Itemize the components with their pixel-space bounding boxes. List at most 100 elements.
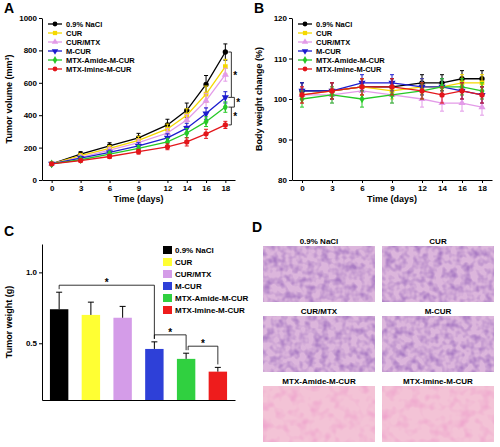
x-axis-tick: 9 (137, 180, 142, 193)
x-axis-tick-label: 0 (300, 184, 305, 193)
y-axis-tick-label: 100 (274, 95, 288, 104)
marker (223, 49, 228, 54)
error-bar (165, 144, 169, 150)
marker (329, 88, 334, 93)
x-axis-tick-mark (225, 180, 226, 183)
x-axis: 036912141618 (293, 180, 493, 193)
legend-marker (303, 22, 308, 27)
error-bar (185, 138, 189, 146)
y-axis-tick-label: 80 (278, 176, 287, 185)
error-bar (460, 83, 464, 99)
x-axis-tick-label: 0 (50, 184, 55, 193)
legend-marker (303, 56, 308, 64)
x-axis-tick-mark (167, 180, 168, 183)
legend-entry: MTX-Imine-M-CUR (163, 306, 245, 315)
x-axis-tick: 0 (300, 180, 305, 193)
image-label: CUR (429, 237, 447, 246)
marker (78, 155, 83, 164)
x-axis-tick-mark (362, 180, 363, 183)
error-bar (360, 79, 364, 95)
legend-entry: M-CUR (298, 47, 342, 56)
panel-label: B (254, 0, 264, 16)
legend-entry: CUR (48, 29, 83, 38)
legend-label: CUR/MTX (175, 270, 212, 279)
histology-image (382, 316, 494, 372)
legend: 0.9% NaClCURCUR/MTXM-CURMTX-Amide-M-CURM… (48, 20, 135, 74)
bar (82, 315, 100, 400)
marker (458, 99, 465, 105)
error-bar (88, 302, 94, 315)
legend-entry: CUR (298, 29, 333, 38)
x-axis-line (43, 400, 236, 401)
x-axis-tick: 0 (50, 180, 55, 193)
y-axis-tick: 400 (24, 111, 42, 120)
x-axis-tick-mark (462, 180, 463, 183)
marker (222, 95, 229, 101)
legend-entry: CUR (163, 258, 193, 267)
series-line (52, 75, 226, 164)
legend-label: MTX-Amide-M-CUR (175, 294, 249, 303)
y-axis-tick-mark (39, 272, 42, 273)
marker (49, 161, 54, 166)
error-bar (330, 83, 334, 99)
y-axis-line (42, 245, 43, 401)
y-axis-tick-mark (39, 180, 42, 181)
marker (49, 161, 54, 166)
y-axis-tick: 1000 (19, 14, 42, 23)
y-axis-tick-label: 1000 (19, 14, 37, 23)
plot-area (298, 71, 485, 116)
image-label: MTX-Amide-M-CUR (282, 377, 356, 386)
error-bar (56, 292, 62, 309)
y-axis-tick: 1.0 (26, 268, 42, 277)
y-axis-title: Tumor weight (g) (4, 286, 14, 358)
marker (78, 158, 83, 163)
marker (299, 92, 304, 97)
y-axis-title: Tumor volume (mm³) (4, 55, 14, 144)
legend-marker (302, 38, 308, 44)
histology-panel: 0.9% NaClCURCUR/MTXM-CURMTX-Amide-M-CURM… (263, 237, 494, 442)
marker (223, 122, 228, 127)
legend-swatch (163, 246, 172, 254)
bar (145, 349, 163, 400)
y-axis-tick-mark (39, 50, 42, 51)
x-axis-tick-label: 3 (330, 184, 335, 193)
legend-label: M-CUR (175, 282, 202, 291)
histology-image (382, 246, 494, 302)
error-bar (108, 155, 112, 159)
marker (329, 88, 334, 93)
y-axis-tick-label: 200 (24, 144, 38, 153)
x-axis-tick: 9 (390, 180, 395, 193)
histology-texture (263, 316, 375, 372)
x-axis: 036912141618 (43, 180, 236, 193)
x-axis-tick-label: 12 (163, 184, 172, 193)
histology-image (263, 316, 375, 372)
x-axis-tick-mark (110, 180, 111, 183)
legend-swatch (163, 258, 172, 266)
error-bar (330, 83, 334, 99)
y-axis-tick-label: 0 (33, 176, 38, 185)
y-axis-line (292, 19, 293, 181)
error-bar (185, 128, 189, 137)
legend-label: MTX-Amide-M-CUR (66, 56, 135, 65)
legend-entry: MTX-Amide-M-CUR (298, 56, 385, 65)
image-label: CUR/MTX (301, 307, 338, 316)
y-axis: 02004006008001000 (19, 14, 42, 185)
x-axis-tick-label: 9 (390, 184, 395, 193)
x-axis-tick-label: 6 (360, 184, 365, 193)
marker (359, 84, 364, 89)
legend-label: 0.9% NaCl (66, 20, 102, 29)
legend-entry: M-CUR (163, 282, 202, 291)
y-axis-tick-label: 1.0 (26, 268, 38, 277)
x-axis-tick: 6 (108, 180, 113, 193)
legend-marker (302, 49, 308, 55)
x-axis-title: Time (days) (367, 194, 417, 204)
x-axis-tick: 16 (202, 180, 211, 193)
significance-bracket (228, 52, 231, 97)
y-axis-tick-label: 600 (24, 79, 38, 88)
y-axis-tick: 120 (274, 14, 292, 23)
marker (479, 92, 484, 97)
error-bar (215, 367, 221, 371)
x-axis-tick-mark (482, 180, 483, 183)
bar (113, 318, 131, 400)
bar (50, 309, 68, 400)
